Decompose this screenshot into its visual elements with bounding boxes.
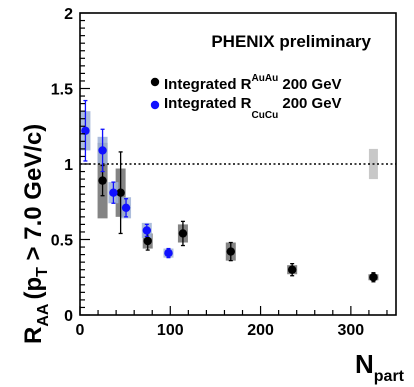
y-tick-label-1: 0.5	[51, 233, 73, 250]
data-points	[81, 126, 378, 282]
data-point-1-3	[121, 203, 131, 212]
data-point-1-0	[81, 126, 90, 135]
y-axis-label: RAA(pT > 7.0 GeV/c)	[20, 124, 52, 344]
data-point-0-3	[178, 229, 188, 238]
x-ticks	[79, 306, 388, 315]
legend-label-cucu: Integrated RCuCu 200 GeV	[164, 95, 342, 121]
x-tick-label-3: 300	[338, 322, 365, 339]
data-point-0-5	[287, 265, 297, 274]
data-point-0-1	[116, 188, 125, 197]
x-tick-label-1: 100	[157, 322, 184, 339]
data-point-1-5	[164, 248, 173, 258]
data-point-1-4	[142, 226, 152, 235]
data-point-0-6	[369, 273, 378, 282]
data-point-1-2	[109, 188, 118, 197]
y-tick-label-0: 0	[64, 308, 73, 325]
x-tick-labels: 0 100 200 300	[76, 322, 365, 339]
legend-marker-auau	[150, 77, 160, 87]
y-tick-label-3: 1.5	[51, 82, 73, 99]
y-tick-labels: 0 0.5 1 1.5 2	[51, 6, 73, 325]
data-point-0-4	[226, 247, 235, 256]
y-ticks	[80, 12, 90, 316]
chart-title: PHENIX preliminary	[211, 32, 371, 51]
legend-marker-cucu	[150, 100, 160, 110]
data-point-0-0	[98, 176, 107, 185]
x-axis-label: Npart	[355, 349, 405, 385]
x-tick-label-0: 0	[76, 322, 85, 339]
legend-label-auau: Integrated RAuAu 200 GeV	[164, 73, 342, 93]
data-point-1-1	[98, 146, 107, 155]
x-tick-label-2: 200	[247, 322, 274, 339]
y-tick-label-2: 1	[64, 157, 73, 174]
data-point-0-2	[143, 236, 152, 246]
y-tick-label-4: 2	[64, 6, 73, 23]
legend: Integrated RAuAu 200 GeV Integrated RCuC…	[150, 73, 342, 121]
